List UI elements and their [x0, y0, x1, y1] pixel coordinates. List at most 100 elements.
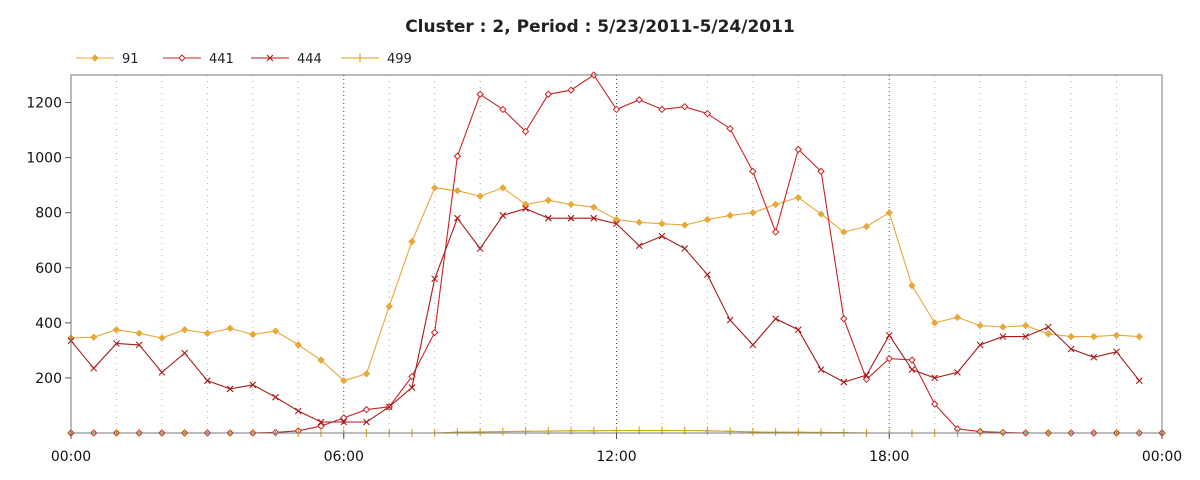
data-point-91 [976, 321, 984, 330]
data-point-91 [158, 334, 166, 342]
data-point-499 [771, 428, 780, 437]
data-point-441 [499, 105, 507, 114]
series-91 [67, 184, 1143, 385]
data-point-91 [135, 329, 143, 338]
data-point-91 [362, 370, 371, 378]
data-point-499 [794, 428, 803, 437]
data-point-444 [954, 369, 961, 376]
data-point-91 [1112, 331, 1121, 339]
data-point-441 [362, 405, 371, 414]
data-point-444 [454, 214, 461, 222]
y-tick-label: 1200 [26, 96, 62, 112]
data-point-91 [1021, 321, 1030, 330]
data-point-91 [499, 184, 507, 192]
data-point-91 [658, 220, 666, 228]
data-point-441 [521, 127, 530, 136]
data-point-441 [726, 124, 734, 133]
data-point-91 [112, 326, 121, 334]
legend-label: 444 [297, 52, 322, 67]
data-point-444 [1022, 333, 1030, 341]
data-point-444 [1135, 377, 1143, 385]
data-point-91 [590, 203, 598, 211]
data-point-91 [953, 313, 962, 322]
y-tick-label: 800 [35, 206, 62, 222]
x-axis: 00:00 06:00 12:00 18:00 00:00 [51, 433, 1182, 465]
data-point-444 [272, 393, 279, 401]
legend-marker [266, 54, 274, 62]
series-line-91 [70, 187, 1140, 382]
data-point-91 [612, 215, 621, 224]
data-point-499 [726, 427, 735, 436]
data-point-444 [544, 214, 552, 222]
data-point-444 [1067, 345, 1075, 353]
plot-background [71, 75, 1162, 433]
data-point-91 [385, 302, 393, 311]
data-point-444 [226, 385, 234, 393]
plot-area [67, 71, 1166, 437]
data-point-444 [203, 377, 211, 385]
data-point-91 [476, 192, 484, 200]
chart-title: Cluster : 2, Period : 5/23/2011-5/24/201… [405, 17, 795, 37]
data-point-91 [703, 215, 712, 224]
data-point-444 [567, 214, 575, 222]
data-point-91 [203, 329, 212, 338]
data-point-91 [794, 193, 803, 202]
data-point-444 [249, 381, 257, 389]
data-point-444 [863, 371, 870, 379]
x-tick-label: 06:00 [324, 449, 364, 465]
data-point-91 [180, 326, 189, 334]
legend-label: 441 [209, 52, 234, 67]
data-point-444 [90, 364, 98, 372]
data-point-444 [681, 245, 689, 252]
data-point-91 [1135, 332, 1143, 341]
legend-label: 91 [122, 52, 139, 67]
y-tick-label: 600 [35, 261, 62, 277]
data-point-91 [271, 327, 280, 335]
data-point-444 [999, 333, 1007, 341]
data-point-91 [1090, 332, 1098, 341]
data-point-444 [294, 407, 302, 415]
data-point-441 [658, 105, 666, 114]
data-point-91 [408, 237, 416, 246]
data-point-444 [340, 418, 348, 426]
series-444 [67, 205, 1143, 426]
data-point-444 [431, 275, 439, 283]
data-point-91 [317, 356, 325, 364]
data-point-441 [908, 356, 916, 364]
y-tick-label: 200 [35, 371, 62, 387]
data-point-444 [385, 403, 393, 411]
data-point-499 [748, 427, 757, 436]
data-point-91 [226, 324, 234, 333]
data-point-441 [612, 105, 621, 114]
legend-marker [91, 54, 99, 62]
data-point-444 [135, 341, 143, 349]
data-point-444 [794, 326, 802, 334]
data-point-444 [908, 366, 916, 374]
data-point-499 [521, 427, 530, 436]
data-point-441 [544, 90, 553, 98]
legend: 91 441 444 499 [76, 52, 412, 67]
data-point-444 [181, 349, 189, 357]
data-point-91 [521, 200, 530, 209]
legend-marker [178, 54, 186, 62]
data-point-444 [704, 271, 711, 279]
data-point-441 [340, 414, 348, 422]
data-point-444 [158, 369, 166, 376]
legend-item-91: 91 [76, 52, 139, 67]
data-point-91 [862, 222, 871, 231]
data-point-444 [931, 374, 939, 382]
data-point-441 [703, 109, 712, 118]
data-point-499 [498, 427, 507, 436]
data-point-91 [544, 196, 553, 205]
data-point-91 [771, 200, 780, 209]
data-point-91 [999, 323, 1007, 331]
data-point-444 [749, 341, 757, 349]
data-point-441 [476, 90, 484, 98]
data-point-91 [294, 341, 302, 349]
legend-label: 499 [387, 52, 412, 67]
data-point-444 [840, 378, 848, 386]
data-point-91 [817, 210, 825, 218]
x-tick-label: 12:00 [596, 449, 636, 465]
legend-marker [356, 54, 364, 62]
